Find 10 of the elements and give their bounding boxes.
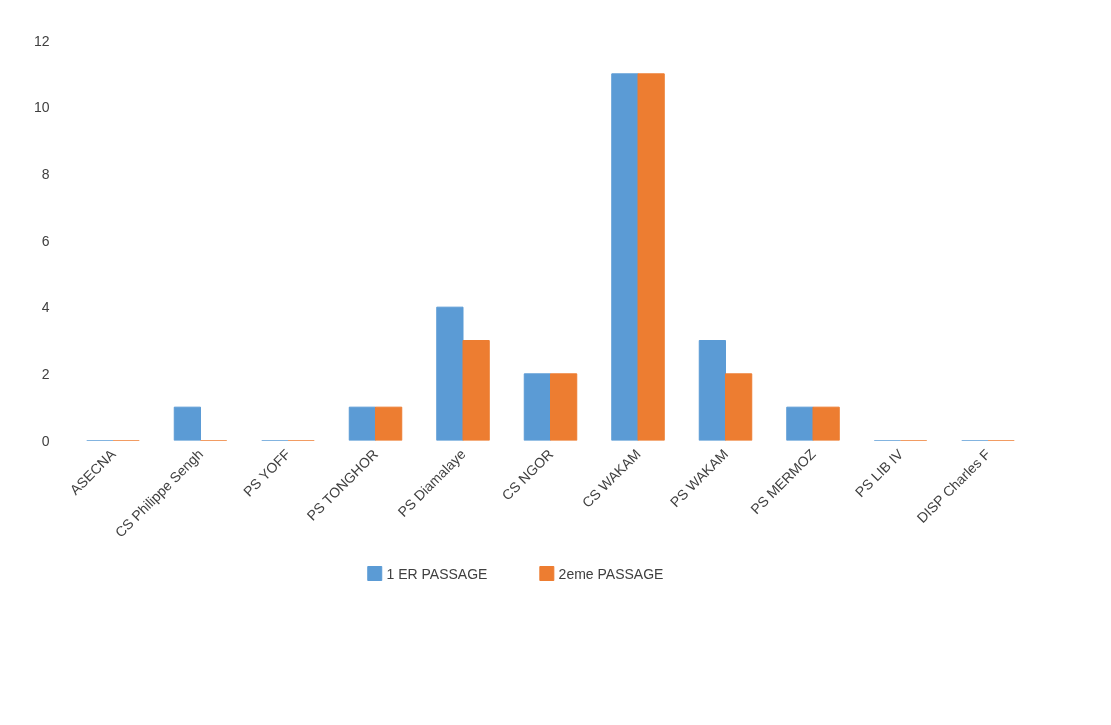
x-tick-label: PS LIB IV bbox=[851, 445, 907, 501]
y-tick-label: 0 bbox=[41, 432, 50, 449]
y-tick-label: 12 bbox=[33, 32, 50, 49]
y-tick-label: 2 bbox=[41, 365, 50, 382]
y-tick-label: 4 bbox=[41, 299, 50, 316]
y-tick-label: 10 bbox=[33, 99, 50, 116]
legend-label: 2eme PASSAGE bbox=[558, 565, 664, 582]
y-tick-label: 8 bbox=[41, 165, 50, 182]
y-tick-label: 6 bbox=[41, 232, 50, 249]
legend-label: 1 ER PASSAGE bbox=[386, 565, 488, 582]
